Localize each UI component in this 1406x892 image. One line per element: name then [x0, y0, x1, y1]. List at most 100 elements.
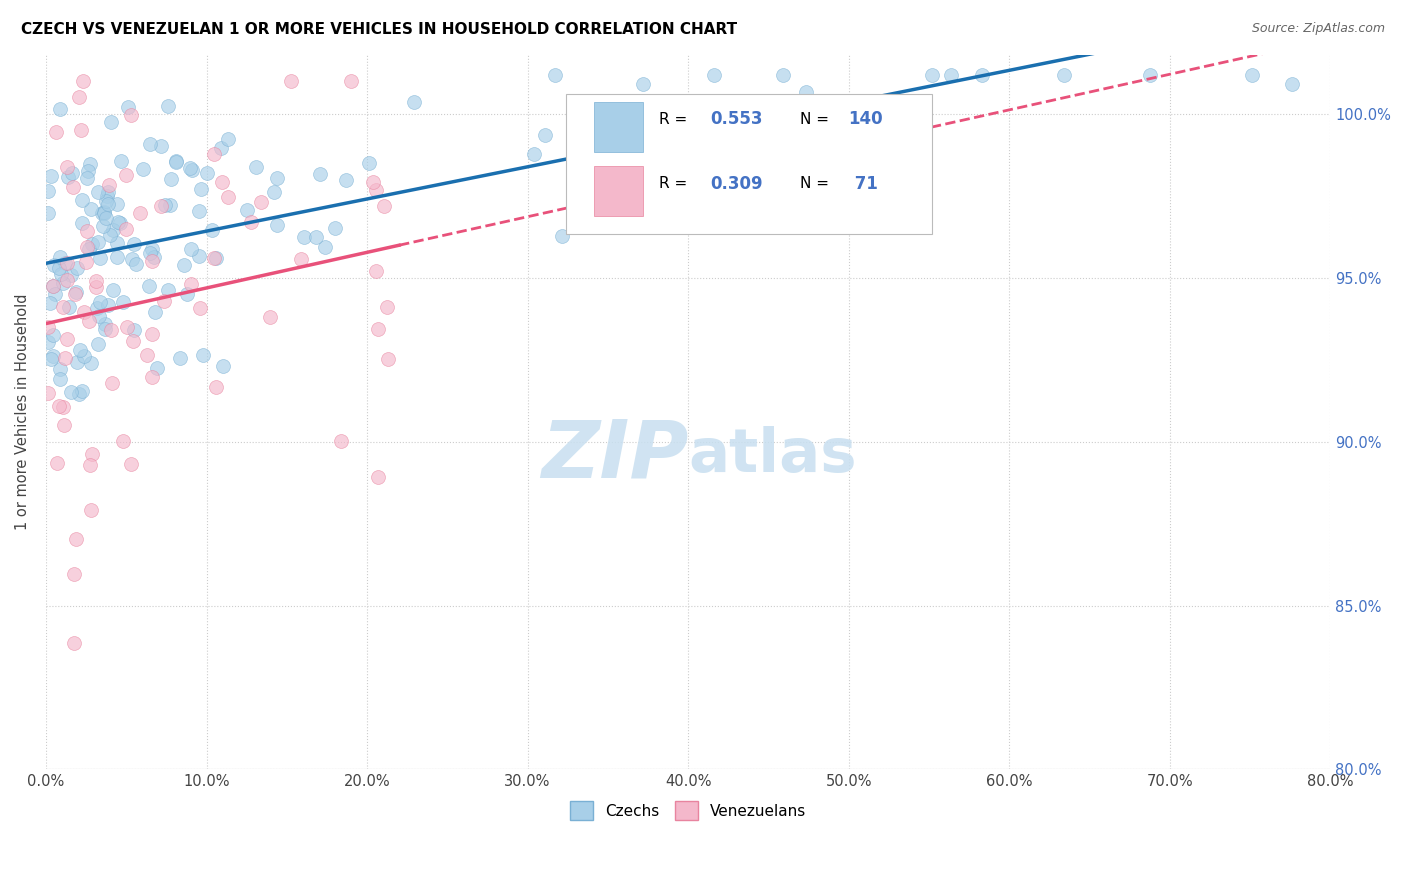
Point — [734, 126, 756, 140]
Point — [41, 349, 63, 363]
Point — [120, 108, 142, 122]
FancyBboxPatch shape — [567, 95, 932, 234]
Point — [53, 256, 76, 270]
Point — [70, 123, 93, 137]
Point — [204, 380, 226, 394]
Point — [84, 280, 107, 294]
Point — [44, 286, 66, 301]
Point — [240, 215, 263, 229]
Point — [145, 305, 167, 319]
Point — [138, 245, 160, 260]
Point — [128, 206, 150, 220]
Point — [87, 310, 110, 324]
Point — [141, 370, 163, 384]
Point — [157, 283, 180, 297]
Text: R =: R = — [658, 112, 692, 127]
Point — [373, 199, 395, 213]
Point — [52, 277, 75, 291]
Point — [180, 242, 202, 256]
Point — [156, 99, 179, 113]
Point — [72, 216, 94, 230]
Point — [77, 243, 100, 257]
Point — [941, 68, 963, 82]
Point — [86, 301, 108, 315]
Point — [335, 172, 357, 186]
Point — [62, 179, 84, 194]
Point — [132, 161, 155, 176]
Point — [97, 196, 120, 211]
Point — [37, 184, 59, 198]
Point — [100, 115, 122, 129]
Point — [703, 68, 725, 82]
Point — [110, 153, 132, 168]
Point — [55, 256, 77, 270]
Point — [52, 300, 75, 314]
Point — [160, 172, 183, 186]
Point — [125, 257, 148, 271]
Point — [97, 185, 120, 199]
Point — [37, 320, 59, 334]
Point — [202, 251, 225, 265]
Point — [290, 252, 312, 267]
Point — [39, 296, 62, 310]
Point — [77, 314, 100, 328]
Point — [1053, 68, 1076, 82]
Point — [94, 317, 117, 331]
Point — [266, 218, 288, 232]
Point — [375, 301, 398, 315]
Point — [87, 235, 110, 249]
Y-axis label: 1 or more Vehicles in Household: 1 or more Vehicles in Household — [15, 294, 30, 531]
Point — [165, 153, 187, 168]
Point — [98, 228, 121, 243]
Point — [212, 359, 235, 373]
Point — [124, 322, 146, 336]
Point — [39, 351, 62, 366]
Point — [145, 361, 167, 376]
Text: 71: 71 — [849, 175, 877, 193]
Point — [149, 138, 172, 153]
Point — [143, 250, 166, 264]
Text: 0.309: 0.309 — [710, 175, 762, 193]
Point — [112, 434, 135, 448]
Point — [620, 112, 643, 127]
Text: atlas: atlas — [688, 425, 856, 484]
Point — [141, 243, 163, 257]
Point — [86, 185, 108, 199]
Point — [309, 167, 332, 181]
Point — [105, 196, 128, 211]
Point — [138, 137, 160, 152]
Point — [73, 349, 96, 363]
Point — [48, 362, 70, 376]
Point — [42, 278, 65, 293]
Point — [60, 166, 83, 180]
Point — [89, 294, 111, 309]
Point — [70, 384, 93, 398]
Point — [120, 457, 142, 471]
Point — [115, 222, 138, 236]
Point — [94, 211, 117, 226]
Point — [188, 204, 211, 219]
Point — [55, 160, 77, 174]
Point — [250, 195, 273, 210]
Point — [91, 219, 114, 233]
Point — [152, 293, 174, 308]
Text: 140: 140 — [849, 111, 883, 128]
Point — [211, 175, 233, 189]
Point — [921, 68, 943, 82]
Point — [111, 295, 134, 310]
Point — [37, 206, 59, 220]
Point — [77, 164, 100, 178]
Point — [82, 447, 104, 461]
Point — [63, 566, 86, 581]
Point — [523, 147, 546, 161]
Point — [377, 352, 399, 367]
Point — [42, 258, 65, 272]
Point — [772, 68, 794, 82]
Point — [66, 355, 89, 369]
Point — [89, 251, 111, 265]
Point — [76, 240, 98, 254]
Point — [121, 334, 143, 349]
Point — [94, 194, 117, 208]
Point — [86, 337, 108, 351]
Text: CZECH VS VENEZUELAN 1 OR MORE VEHICLES IN HOUSEHOLD CORRELATION CHART: CZECH VS VENEZUELAN 1 OR MORE VEHICLES I… — [21, 22, 737, 37]
